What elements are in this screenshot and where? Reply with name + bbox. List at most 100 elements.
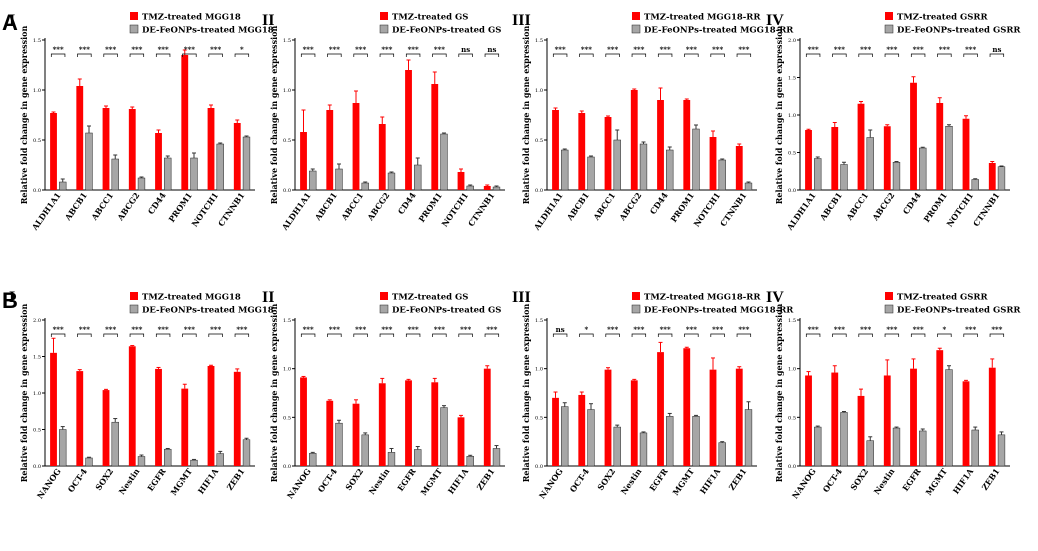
- significance-label: ***: [660, 45, 671, 54]
- significance-label: ***: [131, 325, 142, 334]
- bar-de-feonps: [814, 158, 822, 191]
- bar-tmz: [657, 352, 664, 466]
- significance-label: ***: [460, 325, 471, 334]
- bar-tmz: [857, 103, 865, 190]
- y-tick-label: 1.5: [33, 355, 41, 361]
- significance-label: ***: [939, 45, 950, 54]
- significance-label: ns: [556, 325, 565, 334]
- significance-label: ***: [303, 45, 314, 54]
- significance-label: ***: [210, 325, 221, 334]
- x-category-label: SOX2: [595, 466, 617, 492]
- significance-label: ***: [158, 325, 169, 334]
- y-axis-label: Relative fold change in gene expression: [774, 26, 784, 205]
- chart-grid: I Relative fold change in gene expression…: [9, 12, 1021, 501]
- bar-de-feonps: [892, 162, 901, 191]
- legend-swatch: [379, 304, 389, 314]
- bar-tmz: [207, 108, 215, 190]
- bar-de-feonps: [666, 416, 674, 467]
- x-category-label: ABCG2: [616, 190, 643, 223]
- x-category-label: ALDH1A1: [531, 190, 565, 232]
- bar-de-feonps: [866, 440, 874, 467]
- bar-de-feonps: [718, 159, 726, 191]
- bar-tmz: [630, 380, 638, 466]
- y-tick-label: 0.5: [33, 428, 41, 434]
- y-tick-label: 1.5: [33, 38, 41, 44]
- bar-tmz: [181, 55, 189, 190]
- significance-label: ns: [992, 45, 1001, 54]
- x-category-label: ALDH1A1: [29, 190, 63, 232]
- significance-bracket: [182, 333, 197, 337]
- significance-bracket: [736, 53, 752, 57]
- significance-label: ***: [633, 325, 644, 334]
- bar-de-feonps: [692, 416, 700, 467]
- significance-label: ***: [965, 45, 976, 54]
- significance-label: ***: [408, 325, 419, 334]
- significance-label: ***: [184, 325, 195, 334]
- x-category-label: HIF1A: [698, 466, 723, 496]
- legend-label: DE-FeONPs-treated GS: [392, 306, 501, 316]
- significance-bracket: [552, 53, 568, 57]
- bar-de-feonps: [414, 164, 422, 191]
- significance-bracket: [937, 333, 952, 337]
- significance-bracket: [129, 333, 145, 337]
- legend-swatch: [129, 304, 139, 314]
- bar-tmz: [805, 375, 812, 466]
- significance-bracket: [884, 53, 900, 57]
- y-tick-label: 1.0: [788, 113, 796, 119]
- bar-de-feonps: [692, 128, 700, 191]
- significance-bracket: [710, 53, 725, 57]
- x-category-label: PROM1: [668, 190, 696, 224]
- y-tick-label: 1.0: [33, 88, 41, 94]
- subpanel-label: IV: [766, 12, 784, 29]
- bar-tmz: [405, 380, 412, 466]
- y-tick-label: 2.0: [33, 318, 41, 324]
- bar-tmz: [709, 369, 717, 466]
- bar-de-feonps: [945, 126, 953, 191]
- bar-de-feonps: [216, 453, 224, 467]
- significance-bracket: [379, 333, 395, 337]
- significance-bracket: [300, 53, 316, 57]
- y-tick-label: 1.0: [33, 391, 41, 397]
- significance-bracket: [379, 53, 395, 57]
- legend-swatch: [632, 12, 640, 20]
- x-category-label: PROM1: [416, 190, 444, 224]
- x-category-label: PROM1: [166, 190, 194, 224]
- significance-bracket: [989, 53, 1005, 57]
- significance-label: ***: [210, 45, 221, 54]
- bar-de-feonps: [85, 457, 93, 467]
- x-category-label: CTNNB1: [466, 190, 497, 228]
- y-tick-label: 1.0: [535, 88, 543, 94]
- significance-label: ***: [105, 45, 116, 54]
- y-tick-label: 1.0: [283, 367, 291, 373]
- legend-swatch: [632, 292, 640, 300]
- significance-bracket: [657, 333, 673, 337]
- y-tick-label: 0.5: [788, 151, 796, 157]
- y-tick-label: 0.5: [33, 138, 41, 144]
- x-category-label: ABCC1: [338, 190, 365, 222]
- x-category-label: OCT-4: [315, 466, 339, 494]
- bar-de-feonps: [466, 456, 474, 467]
- x-category-label: Nestin: [366, 466, 391, 496]
- significance-bracket: [103, 53, 118, 57]
- bar-de-feonps: [814, 426, 822, 467]
- legend-swatch: [885, 292, 893, 300]
- x-category-label: NANOG: [790, 466, 818, 500]
- significance-label: ***: [808, 45, 819, 54]
- y-axis-label: Relative fold change in gene expression: [19, 304, 29, 483]
- bar-de-feonps: [997, 166, 1006, 191]
- significance-bracket: [77, 53, 92, 57]
- y-tick-label: 0.0: [535, 188, 543, 194]
- bar-de-feonps: [997, 434, 1006, 467]
- x-category-label: EGFR: [395, 466, 418, 493]
- subpanel-label: IV: [766, 289, 784, 306]
- x-category-label: ALDH1A1: [279, 190, 313, 232]
- y-tick-label: 0.5: [283, 415, 291, 421]
- bar-tmz: [962, 118, 970, 190]
- significance-bracket: [327, 333, 342, 337]
- significance-bracket: [129, 53, 145, 57]
- legend-label: TMZ-treated GS: [392, 293, 468, 303]
- bar-de-feonps: [111, 421, 119, 467]
